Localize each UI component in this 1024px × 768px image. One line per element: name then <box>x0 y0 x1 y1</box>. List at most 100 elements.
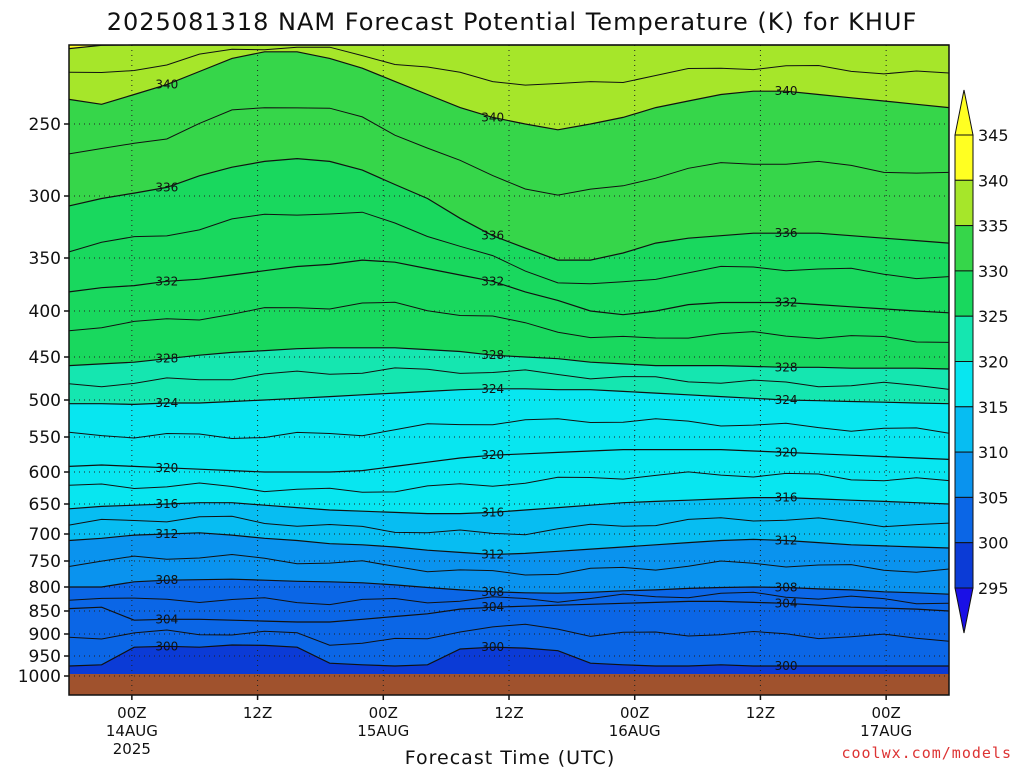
colorbar-label: 300 <box>978 534 1009 553</box>
y-tick-label: 400 <box>29 302 61 322</box>
x-tick-label: 00Z <box>620 704 649 722</box>
filled-contours <box>69 45 949 696</box>
isotherm-332 <box>68 259 950 316</box>
isotherm-328 <box>68 347 950 370</box>
isotherm-label: 324 <box>155 396 178 410</box>
colorbar-label: 340 <box>978 171 1009 190</box>
isotherm-minor <box>68 107 950 196</box>
isotherm-label: 340 <box>155 78 178 92</box>
isotherm-label: 316 <box>775 491 798 505</box>
chart-title: 2025081318 NAM Forecast Potential Temper… <box>107 8 918 36</box>
isotherm-label: 304 <box>155 612 178 626</box>
isotherm-minor <box>68 418 950 440</box>
isotherm-label: 328 <box>481 348 504 362</box>
isotherm-minor <box>68 46 950 86</box>
isotherm-308 <box>69 578 950 595</box>
colorbar-label: 310 <box>978 443 1009 462</box>
colorbar-segment <box>954 134 974 181</box>
colorbar-label: 330 <box>978 262 1009 281</box>
isotherm-minor <box>68 211 950 285</box>
isotherm-minor <box>68 553 950 576</box>
y-tick-label: 550 <box>29 428 61 448</box>
isotherm-lines <box>68 44 950 667</box>
colorbar-segment <box>954 496 974 544</box>
isotherm-label: 336 <box>775 226 798 240</box>
x-tick-date: 16AUG <box>609 722 661 740</box>
y-tick-label: 250 <box>29 115 61 135</box>
y-tick-label: 1000 <box>18 667 61 687</box>
colorbar-segment <box>954 179 974 227</box>
colorbar-bottom-arrow <box>954 587 974 634</box>
y-tick-label: 750 <box>29 552 61 572</box>
colorbar-segment <box>954 270 974 317</box>
isotherm-minor <box>68 367 950 390</box>
isotherm-312 <box>68 532 950 556</box>
colorbar-segment <box>954 361 974 408</box>
x-axis-label: Forecast Time (UTC) <box>405 747 615 768</box>
isotherm-minor <box>68 515 950 536</box>
isotherm-label: 308 <box>775 580 798 594</box>
isotherm-label: 304 <box>481 600 504 614</box>
colorbar-segment <box>954 542 974 589</box>
isotherm-minor <box>68 623 950 646</box>
isotherm-label: 308 <box>155 573 178 587</box>
isotherm-label: 340 <box>481 110 504 124</box>
isotherm-label: 324 <box>775 393 798 407</box>
isotherm-label: 320 <box>155 461 178 475</box>
isotherm-label: 300 <box>775 659 798 673</box>
x-tick-label: 00Z <box>871 704 900 722</box>
isotherm-label: 336 <box>155 180 178 194</box>
isotherm-label: 340 <box>775 84 798 98</box>
isotherm-label: 300 <box>481 640 504 654</box>
y-tick-label: 950 <box>29 647 61 667</box>
isotherm-label: 300 <box>155 639 178 653</box>
isotherm-label: 316 <box>155 497 178 511</box>
y-tick-label: 600 <box>29 463 61 483</box>
colorbar: 345 340 335 330 325 320 315 310 305 300 295 <box>954 89 1009 634</box>
isotherm-label: 328 <box>155 352 178 366</box>
colorbar-label: 305 <box>978 488 1009 507</box>
isotherm-minor <box>68 301 950 343</box>
isotherm-label: 320 <box>775 445 798 459</box>
colorbar-label: 295 <box>978 579 1009 598</box>
isotherm-304 <box>68 600 950 623</box>
isotherm-label: 332 <box>481 274 504 288</box>
isotherm-300 <box>68 644 949 667</box>
ground-strip <box>69 674 949 695</box>
isotherm-label: 328 <box>775 360 798 374</box>
y-axis: 250 300 350 400 450 500 550 600 650 700 750 800 850 9… <box>18 115 69 687</box>
isotherm-label: 312 <box>775 533 798 547</box>
colorbar-label: 335 <box>978 217 1009 236</box>
y-tick-label: 850 <box>29 602 61 622</box>
y-tick-label: 500 <box>29 391 61 411</box>
isotherm-label: 308 <box>481 585 504 599</box>
x-tick-date: 17AUG <box>860 722 912 740</box>
isotherm-label: 312 <box>155 527 178 541</box>
y-tick-label: 900 <box>29 625 61 645</box>
y-tick-label: 450 <box>29 348 61 368</box>
colorbar-segment <box>954 225 974 272</box>
x-tick-label: 12Z <box>494 704 523 722</box>
x-tick-date: 15AUG <box>357 722 409 740</box>
colorbar-segment <box>954 315 974 363</box>
x-tick-label: 00Z <box>117 704 146 722</box>
isotherm-316 <box>68 497 950 515</box>
isotherm-minor <box>68 471 950 493</box>
isotherm-label: 332 <box>155 274 178 288</box>
y-tick-label: 700 <box>29 525 61 545</box>
isotherm-340 <box>68 51 950 131</box>
isotherm-label: 304 <box>775 596 798 610</box>
isotherm-label: 316 <box>481 505 504 519</box>
x-tick-label: 12Z <box>746 704 775 722</box>
colorbar-label: 345 <box>978 126 1009 145</box>
y-tick-label: 350 <box>29 249 61 269</box>
ground-surface <box>69 674 949 695</box>
x-tick-label: 00Z <box>369 704 398 722</box>
x-tick-year: 2025 <box>113 740 151 758</box>
credit-text: coolwx.com/models <box>841 744 1012 762</box>
isotherm-label: 336 <box>481 229 504 243</box>
x-tick-date: 14AUG <box>106 722 158 740</box>
colorbar-label: 320 <box>978 353 1009 372</box>
colorbar-segment <box>954 406 974 453</box>
